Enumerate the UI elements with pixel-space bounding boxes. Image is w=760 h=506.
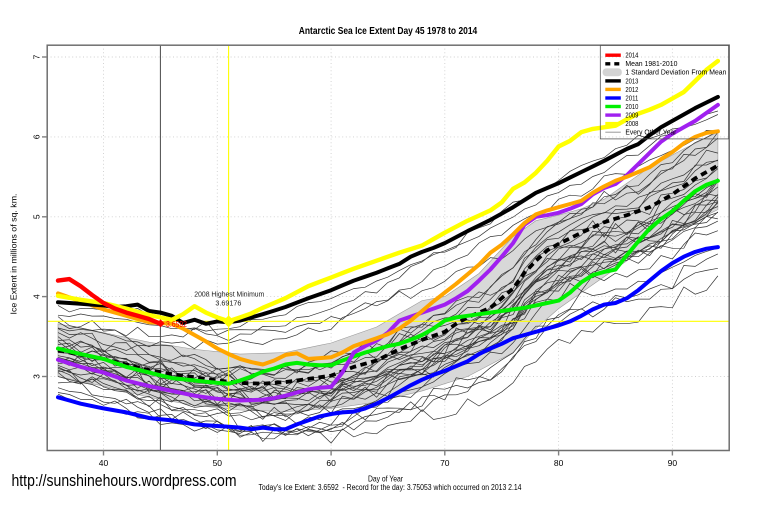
svg-text:2014: 2014 [625,51,638,60]
svg-text:2011: 2011 [625,93,638,102]
svg-text:90: 90 [668,458,678,468]
svg-text:2010: 2010 [625,102,638,111]
svg-text:3: 3 [32,374,42,379]
svg-text:4: 4 [32,294,42,299]
svg-text:http://sunshinehours.wordpress: http://sunshinehours.wordpress.com [12,471,237,490]
svg-text:Day of Year: Day of Year [368,475,403,484]
svg-text:6: 6 [32,134,42,139]
svg-text:50: 50 [213,458,223,468]
svg-text:3.6592: 3.6592 [166,320,187,329]
svg-text:Ice Extent in millions of sq.: Ice Extent in millions of sq. km. [10,194,19,315]
svg-text:5: 5 [32,214,42,219]
svg-text:60: 60 [326,458,336,468]
svg-text:Today's Ice Extent: 3.6592 -: Today's Ice Extent: 3.6592 - Record for … [259,483,523,492]
svg-text:2008 Highest Minimum: 2008 Highest Minimum [194,290,264,299]
svg-text:3.69176: 3.69176 [215,298,241,307]
svg-text:2013: 2013 [625,76,638,85]
svg-text:1 Standard Deviation From Mean: 1 Standard Deviation From Mean [625,68,726,77]
svg-text:2009: 2009 [625,111,638,120]
svg-text:Every Other Year: Every Other Year [625,128,676,137]
svg-text:7: 7 [32,54,42,59]
svg-text:Antarctic Sea Ice Extent Day 4: Antarctic Sea Ice Extent Day 45 1978 to … [299,25,478,37]
svg-text:Mean 1981-2010: Mean 1981-2010 [625,59,677,68]
svg-text:40: 40 [99,458,109,468]
svg-text:70: 70 [440,458,450,468]
svg-text:2012: 2012 [625,85,638,94]
svg-text:80: 80 [554,458,564,468]
svg-text:2008: 2008 [625,119,638,128]
